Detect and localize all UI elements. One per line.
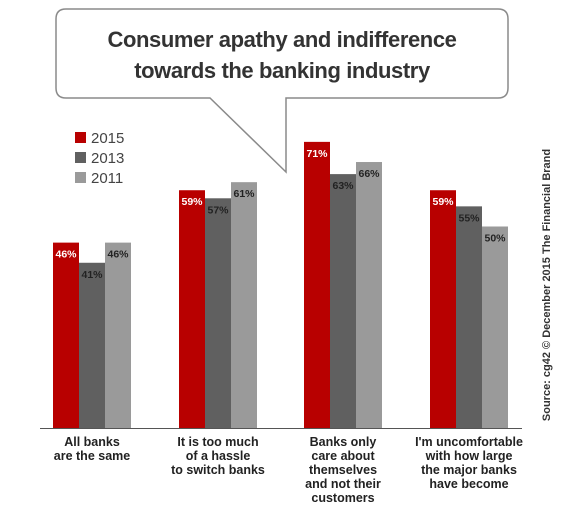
value-label-2011-cat-1: 46%	[107, 249, 129, 261]
category-label-2-line-2: of a hassle	[186, 449, 251, 463]
value-label-2015-cat-3: 71%	[306, 148, 328, 160]
category-label-2-line-3: to switch banks	[171, 463, 265, 477]
value-label-2015-cat-4: 59%	[432, 196, 454, 208]
category-label-2: It is too much of a hassle to switch banks	[171, 435, 265, 477]
legend-swatch-2015	[75, 132, 86, 143]
bar-2015-cat-2	[179, 190, 205, 428]
value-label-2015-cat-2: 59%	[181, 196, 203, 208]
category-label-1-line-1: All banks	[64, 435, 120, 449]
category-label-4-line-2: with how large	[425, 449, 513, 463]
legend-label-2013: 2013	[91, 150, 124, 167]
bar-2011-cat-3	[356, 162, 382, 428]
bar-2013-cat-2	[205, 198, 231, 428]
bar-2015-cat-3	[304, 141, 330, 428]
bar-2015-cat-1	[53, 242, 79, 428]
title-bubble: Consumer apathy and indifference towards…	[55, 8, 509, 174]
value-label-2013-cat-1: 41%	[81, 269, 103, 281]
category-label-4-line-3: the major banks	[421, 463, 517, 477]
bar-2011-cat-2	[231, 182, 257, 428]
category-label-3-line-2: care about	[311, 449, 375, 463]
legend-label-2015: 2015	[91, 130, 124, 147]
legend-swatch-2013	[75, 152, 86, 163]
category-label-1: All banks are the same	[54, 435, 130, 463]
category-label-2-line-1: It is too much	[177, 435, 258, 449]
value-label-2011-cat-4: 50%	[484, 233, 506, 245]
value-labels: 46% 59% 71% 59% 41% 57% 63% 55% 46% 61% 66% 50%	[55, 148, 506, 281]
title-bubble-shape	[55, 8, 509, 174]
bar-2013-cat-4	[456, 206, 482, 428]
category-label-3-line-5: customers	[311, 491, 374, 505]
category-label-4-line-1: I'm uncomfortable	[415, 435, 523, 449]
category-label-3: Banks only care about themselves and not th…	[305, 435, 381, 505]
category-label-1-line-2: are the same	[54, 449, 130, 463]
value-label-2015-cat-1: 46%	[55, 249, 77, 261]
value-label-2013-cat-2: 57%	[207, 204, 229, 216]
category-label-4: I'm uncomfortable with how large the major…	[415, 435, 523, 491]
chart-title-line-2: towards the banking industry	[134, 58, 431, 83]
source-credit: Source: cg42 © December 2015 The Financi…	[541, 149, 553, 421]
bar-2011-cat-4	[482, 226, 508, 428]
bar-2013-cat-1	[79, 262, 105, 428]
bar-2011-cat-1	[105, 242, 131, 428]
legend-swatch-2011	[75, 172, 86, 183]
legend: 2015 2013 2011	[75, 130, 124, 187]
category-label-4-line-4: have become	[429, 477, 508, 491]
value-label-2013-cat-4: 55%	[458, 212, 480, 224]
bars	[53, 141, 508, 428]
bar-2015-cat-4	[430, 190, 456, 428]
category-labels: All banks are the same It is too much of a …	[54, 435, 523, 505]
legend-label-2011: 2011	[91, 170, 123, 187]
value-label-2013-cat-3: 63%	[332, 180, 354, 192]
value-label-2011-cat-3: 66%	[358, 168, 380, 180]
bar-2013-cat-3	[330, 174, 356, 428]
chart-title-line-1: Consumer apathy and indifference	[107, 27, 456, 52]
value-label-2011-cat-2: 61%	[233, 188, 255, 200]
category-label-3-line-1: Banks only	[310, 435, 377, 449]
category-label-3-line-4: and not their	[305, 477, 381, 491]
category-label-3-line-3: themselves	[309, 463, 377, 477]
